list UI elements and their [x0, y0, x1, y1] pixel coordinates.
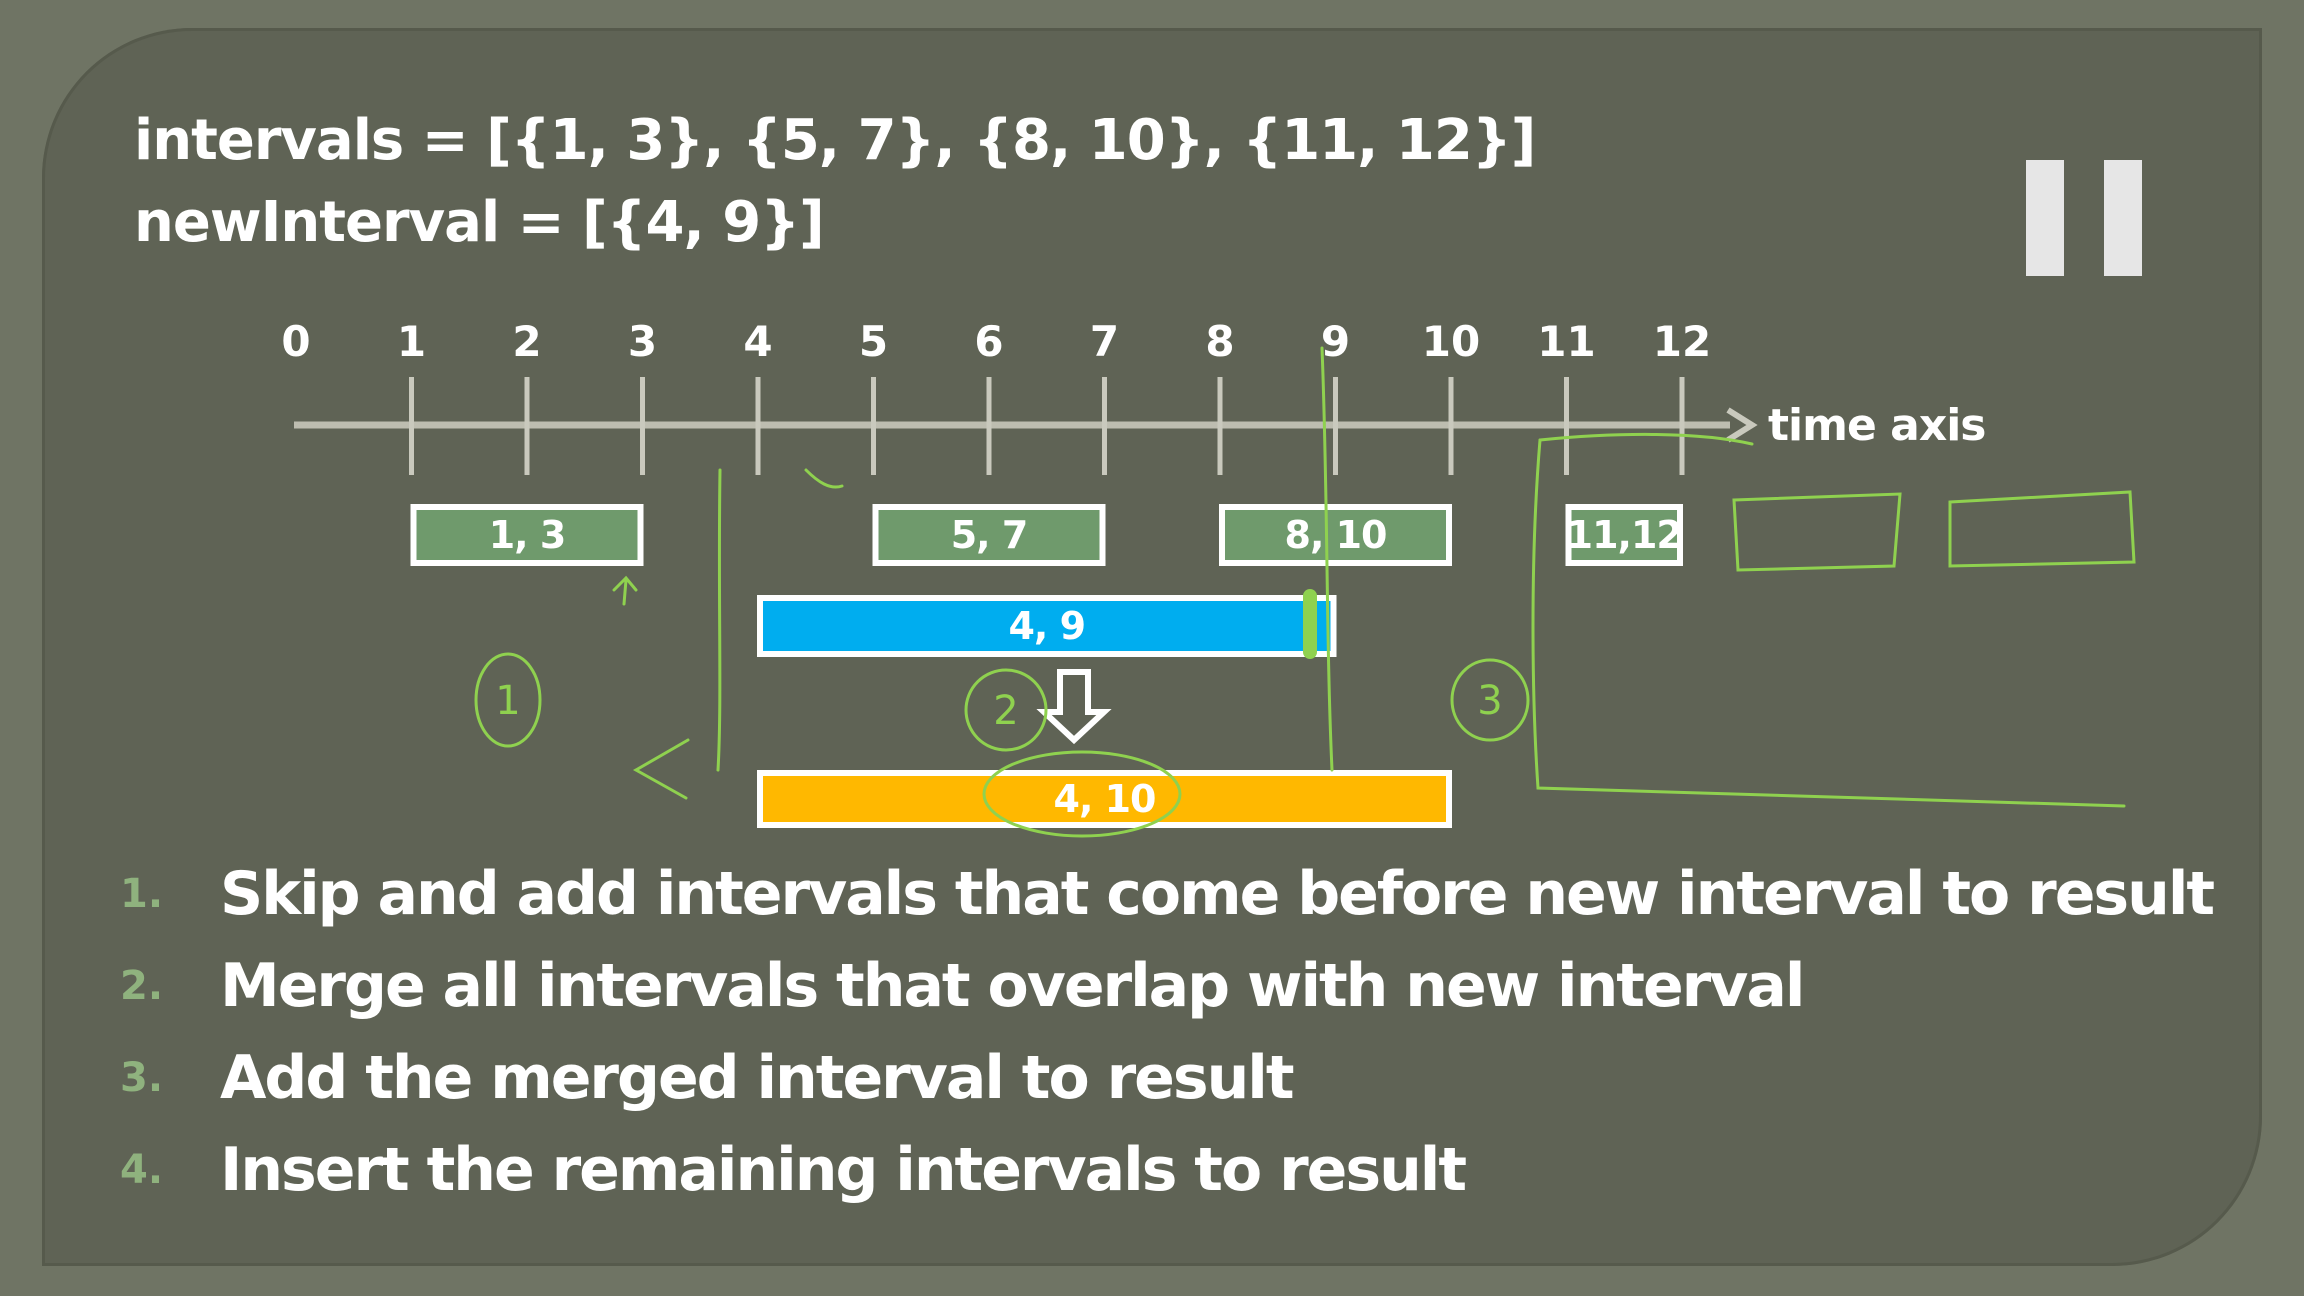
time-axis: time axis — [294, 400, 1986, 451]
interval-box-label: 8, 10 — [1285, 513, 1387, 557]
step-text: Skip and add intervals that come before … — [220, 859, 2215, 929]
step-number: 1. — [120, 871, 164, 917]
steps-list: 1. Skip and add intervals that come befo… — [120, 848, 2215, 1216]
step-number: 2. — [120, 963, 164, 1009]
left-arrow-scribble — [632, 738, 690, 800]
tick-label: 2 — [512, 317, 541, 366]
pause-icon[interactable] — [2026, 160, 2142, 276]
highlight-circle — [982, 750, 1182, 838]
tick-label: 4 — [743, 317, 772, 366]
divider-line — [716, 468, 722, 772]
list-item: 2. Merge all intervals that overlap with… — [120, 940, 2213, 1032]
tick-label: 8 — [1205, 317, 1234, 366]
tick-label: 6 — [974, 317, 1003, 366]
merged-interval-box — [757, 770, 1452, 828]
annotation-3: 3 — [1477, 678, 1502, 724]
step-number: 4. — [120, 1147, 164, 1193]
annotation-1: 1 — [495, 678, 520, 724]
tick-label: 0 — [281, 317, 310, 366]
step-number: 3. — [120, 1055, 164, 1101]
step-text: Insert the remaining intervals to result — [220, 1135, 1467, 1205]
annotation-2: 2 — [993, 688, 1018, 734]
tick-label: 12 — [1653, 317, 1711, 366]
divider-line — [1320, 346, 1334, 772]
axis-label: time axis — [1768, 400, 1985, 451]
list-item: 1. Skip and add intervals that come befo… — [120, 848, 2215, 940]
interval-box — [1565, 504, 1683, 566]
up-arrow-scribble — [612, 575, 638, 606]
bracket-stroke — [1531, 438, 2126, 808]
step-text: Add the merged interval to result — [220, 1043, 1295, 1113]
intervals-definition: intervals = [{1, 3}, {5, 7}, {8, 10}, {1… — [134, 108, 1536, 173]
tick-label: 9 — [1321, 317, 1350, 366]
new-interval-definition: newInterval = [{4, 9}] — [134, 190, 825, 255]
interval-box-label: 11,12 — [1567, 513, 1682, 557]
tick-label: 1 — [397, 317, 426, 366]
step-circle-3 — [1450, 658, 1530, 742]
tick-label: 3 — [628, 317, 657, 366]
new-interval-box — [757, 595, 1337, 657]
check-scribble — [804, 468, 844, 489]
merged-interval-box-label: 4, 10 — [1054, 777, 1156, 821]
tick-label: 11 — [1537, 317, 1595, 366]
tick-label: 7 — [1090, 317, 1119, 366]
interval-box — [872, 504, 1106, 566]
result-slot — [1732, 492, 1902, 572]
step-text: Merge all intervals that overlap with ne… — [220, 951, 1805, 1021]
interval-box-label: 5, 7 — [951, 513, 1028, 557]
step-circle-1 — [474, 652, 542, 748]
interval-box — [1219, 504, 1452, 566]
list-item: 3. Add the merged interval to result — [120, 1032, 2213, 1124]
interval-box-label: 1, 3 — [489, 513, 566, 557]
list-item: 4. Insert the remaining intervals to res… — [120, 1124, 2213, 1216]
new-interval-box-label: 4, 9 — [1008, 604, 1085, 648]
bracket-stroke — [1538, 432, 1754, 446]
result-slot — [1948, 490, 2136, 568]
interval-box — [410, 504, 644, 566]
down-arrow-icon — [1036, 669, 1112, 745]
tick-label: 10 — [1422, 317, 1480, 366]
step-circle-2 — [964, 668, 1048, 752]
tick-label: 5 — [859, 317, 888, 366]
